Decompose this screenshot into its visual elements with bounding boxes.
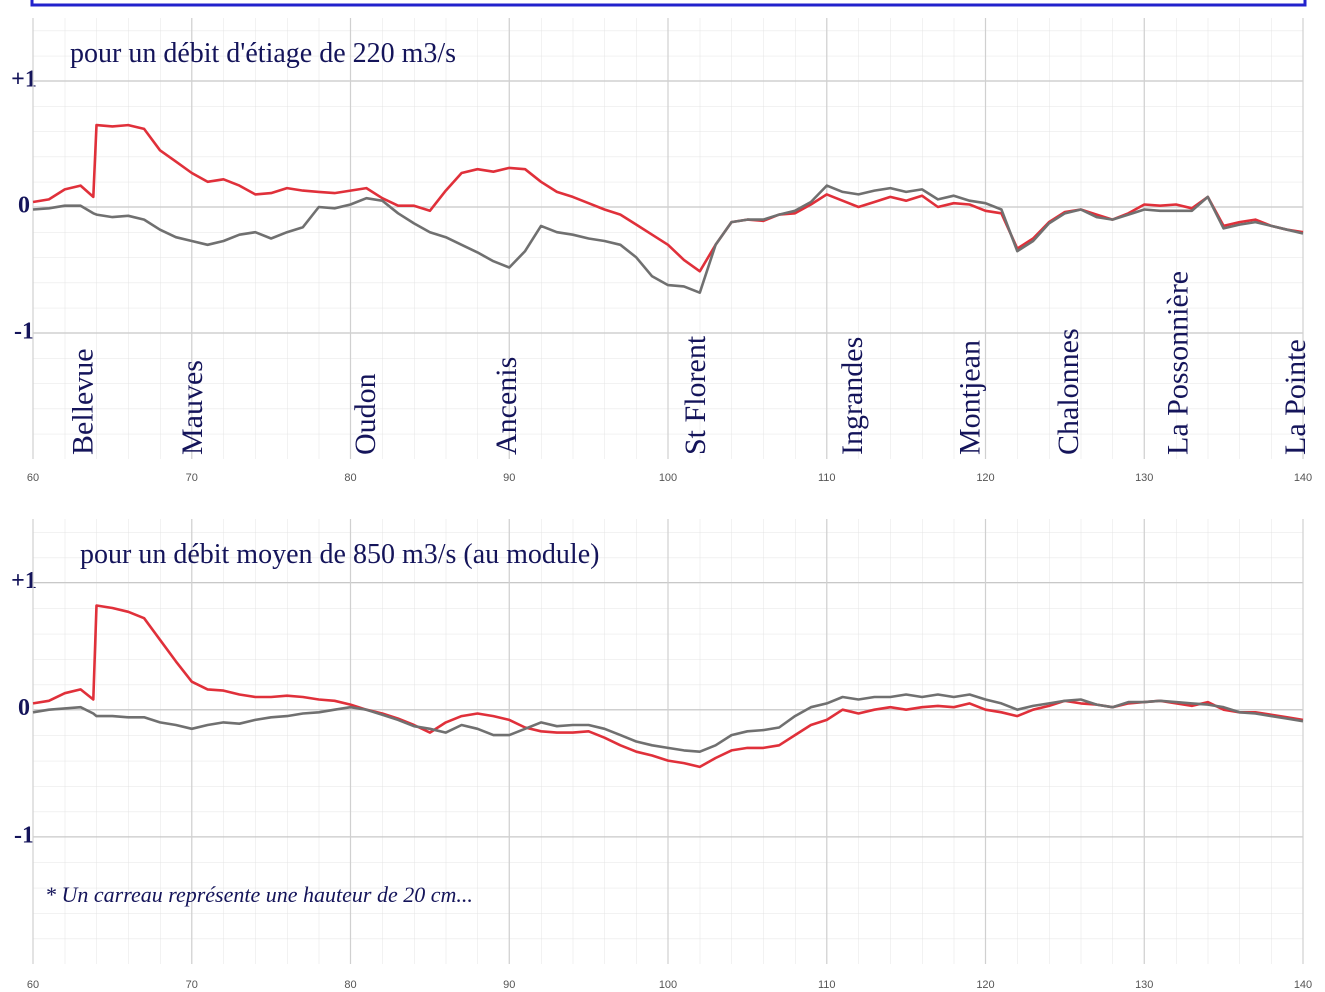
x-tick-label: 130 xyxy=(1135,979,1153,991)
x-tick-label: 100 xyxy=(659,979,677,991)
x-tick-label: 70 xyxy=(186,979,198,991)
place-label: Bellevue xyxy=(66,348,99,455)
x-tick-label: 100 xyxy=(659,472,677,484)
place-label: Mauves xyxy=(176,360,209,455)
x-tick-label: 110 xyxy=(818,979,836,991)
x-tick-label: 80 xyxy=(344,472,356,484)
x-tick-label: 70 xyxy=(186,472,198,484)
place-label: La Pointe xyxy=(1279,339,1312,455)
place-label: Oudon xyxy=(349,373,382,455)
header-box xyxy=(30,0,1307,7)
x-tick-label: 80 xyxy=(344,979,356,991)
x-tick-label: 90 xyxy=(503,472,515,484)
x-tick-label: 140 xyxy=(1294,979,1312,991)
place-label: Ingrandes xyxy=(836,337,869,455)
annotation: * Un carreau représente une hauteur de 2… xyxy=(45,882,473,907)
series-line xyxy=(32,604,1304,769)
series-line xyxy=(32,693,1304,753)
place-label: La Possonnière xyxy=(1162,271,1195,455)
x-tick-label: 140 xyxy=(1294,472,1312,484)
place-label: St Florent xyxy=(679,335,712,455)
place-label: Chalonnes xyxy=(1052,328,1085,455)
place-label: Montjean xyxy=(954,340,987,455)
chart-title: pour un débit d'étiage de 220 m3/s xyxy=(70,38,456,69)
y-tick-label: -1 xyxy=(14,319,34,345)
chart-title: pour un débit moyen de 850 m3/s (au modu… xyxy=(80,539,599,570)
place-label: Ancenis xyxy=(490,357,523,455)
x-tick-label: 110 xyxy=(818,472,836,484)
x-tick-label: 90 xyxy=(503,979,515,991)
y-tick-label: 0 xyxy=(18,193,30,219)
y-tick-label: -1 xyxy=(14,822,34,848)
x-tick-label: 120 xyxy=(976,979,994,991)
x-tick-label: 60 xyxy=(27,979,39,991)
series-line xyxy=(32,184,1304,294)
x-tick-label: 130 xyxy=(1135,472,1153,484)
x-tick-label: 120 xyxy=(976,472,994,484)
x-tick-label: 60 xyxy=(27,472,39,484)
y-tick-label: 0 xyxy=(18,695,30,721)
